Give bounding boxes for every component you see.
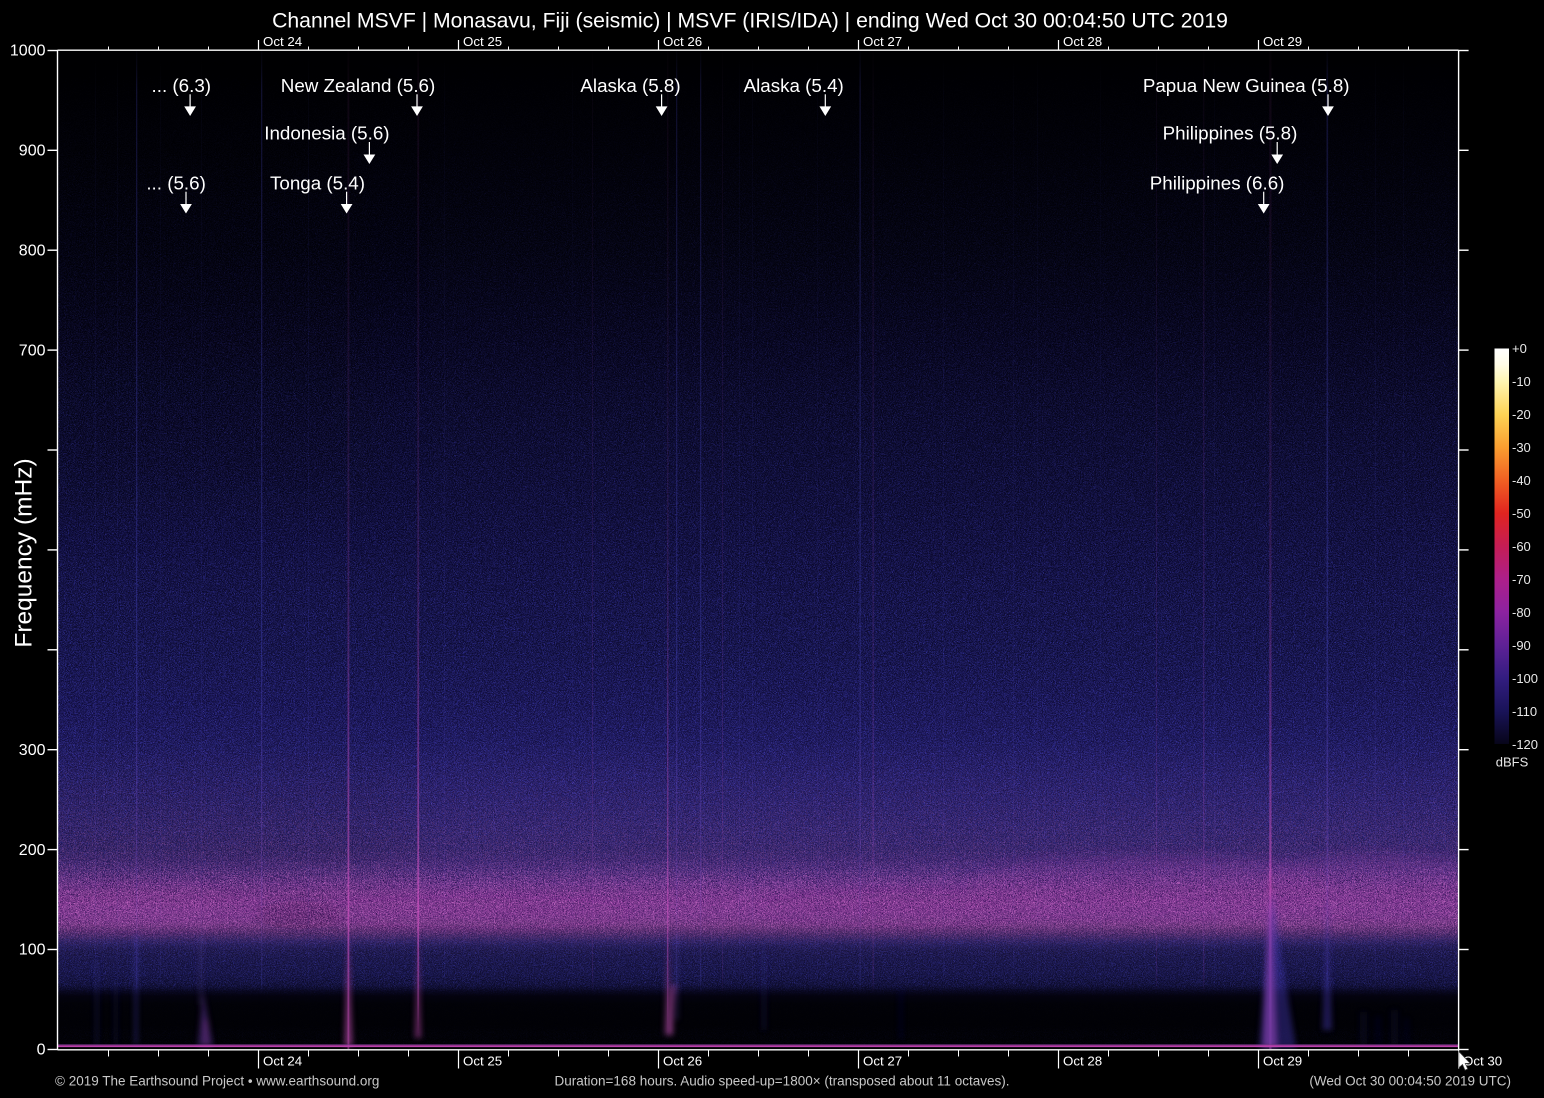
svg-text:... (6.3): ... (6.3) xyxy=(152,75,212,96)
svg-text:Oct 29: Oct 29 xyxy=(1263,1054,1302,1069)
svg-text:Papua New Guinea (5.8): Papua New Guinea (5.8) xyxy=(1143,75,1350,96)
svg-text:Oct 26: Oct 26 xyxy=(663,34,702,49)
svg-text:-100: -100 xyxy=(1512,671,1538,686)
svg-text:200: 200 xyxy=(19,842,46,859)
svg-text:Oct 25: Oct 25 xyxy=(463,34,502,49)
svg-text:Tonga (5.4): Tonga (5.4) xyxy=(270,172,365,193)
svg-text:-80: -80 xyxy=(1512,605,1531,620)
svg-text:Oct 29: Oct 29 xyxy=(1263,34,1302,49)
svg-text:Frequency (mHz): Frequency (mHz) xyxy=(11,458,38,647)
svg-text:Oct 28: Oct 28 xyxy=(1063,1054,1102,1069)
svg-text:300: 300 xyxy=(19,742,46,759)
svg-text:700: 700 xyxy=(19,342,46,359)
svg-text:-70: -70 xyxy=(1512,572,1531,587)
svg-text:900: 900 xyxy=(19,143,46,160)
svg-text:Oct 27: Oct 27 xyxy=(863,34,902,49)
svg-text:-110: -110 xyxy=(1512,704,1537,719)
svg-text:100: 100 xyxy=(19,942,46,959)
svg-text:Oct 28: Oct 28 xyxy=(1063,34,1102,49)
svg-text:Indonesia (5.6): Indonesia (5.6) xyxy=(264,123,389,144)
svg-text:New Zealand (5.6): New Zealand (5.6) xyxy=(281,75,436,96)
svg-text:-30: -30 xyxy=(1512,440,1531,455)
svg-text:-10: -10 xyxy=(1512,374,1531,389)
svg-text:-40: -40 xyxy=(1512,473,1531,488)
svg-text:Duration=168 hours. Audio spee: Duration=168 hours. Audio speed-up=1800×… xyxy=(555,1074,1010,1089)
svg-text:Oct 24: Oct 24 xyxy=(263,34,302,49)
svg-text:1000: 1000 xyxy=(10,43,46,60)
svg-text:Oct 26: Oct 26 xyxy=(663,1054,702,1069)
svg-text:Alaska (5.8): Alaska (5.8) xyxy=(580,75,680,96)
svg-text:800: 800 xyxy=(19,242,46,259)
svg-text:Philippines (6.6): Philippines (6.6) xyxy=(1150,172,1285,193)
svg-text:+0: +0 xyxy=(1512,341,1527,356)
svg-text:-20: -20 xyxy=(1512,407,1531,422)
svg-text:Oct 30: Oct 30 xyxy=(1463,1054,1502,1069)
svg-text:-50: -50 xyxy=(1512,506,1531,521)
svg-text:... (5.6): ... (5.6) xyxy=(146,172,206,193)
svg-text:dBFS: dBFS xyxy=(1496,755,1529,770)
svg-text:(Wed Oct 30 00:04:50 2019 UTC): (Wed Oct 30 00:04:50 2019 UTC) xyxy=(1309,1074,1511,1089)
svg-text:-120: -120 xyxy=(1512,737,1538,752)
svg-text:Philippines (5.8): Philippines (5.8) xyxy=(1163,123,1298,144)
svg-text:-90: -90 xyxy=(1512,638,1531,653)
svg-text:Oct 27: Oct 27 xyxy=(863,1054,902,1069)
svg-text:0: 0 xyxy=(37,1042,46,1059)
svg-text:Channel MSVF | Monasavu, Fiji: Channel MSVF | Monasavu, Fiji (seismic) … xyxy=(272,10,1228,33)
svg-text:© 2019 The Earthsound Project: © 2019 The Earthsound Project • www.eart… xyxy=(55,1074,379,1089)
svg-text:-60: -60 xyxy=(1512,539,1531,554)
svg-text:Oct 24: Oct 24 xyxy=(263,1054,302,1069)
svg-text:Alaska (5.4): Alaska (5.4) xyxy=(744,75,844,96)
svg-text:Oct 25: Oct 25 xyxy=(463,1054,502,1069)
